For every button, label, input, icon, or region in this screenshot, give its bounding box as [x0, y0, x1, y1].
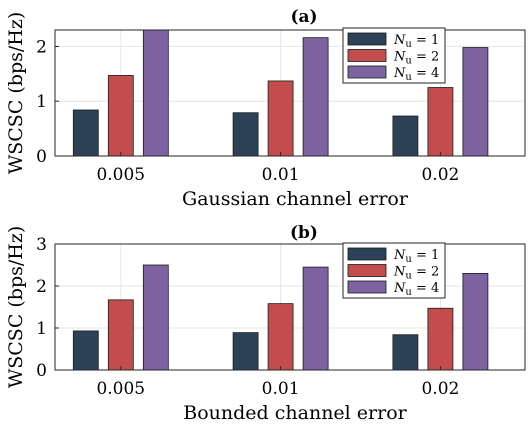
bar-0.005-series-2: [107, 299, 134, 371]
bar-0.005-series-1: [72, 109, 99, 157]
legend-swatch-series-2: [347, 264, 387, 277]
y-axis-label: WSCSC (bps/Hz): [5, 226, 27, 389]
bar-0.02-series-2: [427, 87, 454, 157]
x-tick-label: 0.005: [96, 165, 145, 185]
bar-0.005-series-3: [142, 264, 169, 371]
x-tick-label: 0.02: [421, 165, 459, 185]
x-tick-label: 0.005: [96, 379, 145, 399]
x-axis-label: Gaussian channel error: [182, 188, 409, 210]
legend-label-series-2: Nu = 2: [393, 265, 439, 282]
bar-0.01-series-1: [232, 332, 259, 371]
legend-label-series-1: Nu = 1: [393, 33, 439, 50]
bar-0.02-series-3: [462, 47, 489, 157]
x-tick-label: 0.01: [262, 379, 300, 399]
legend: Nu = 1Nu = 2Nu = 4: [342, 27, 446, 84]
y-tick-label: 2: [36, 277, 47, 297]
legend-label-series-3: Nu = 4: [393, 66, 439, 83]
legend-swatch-series-2: [347, 49, 387, 62]
y-tick-label: 0: [36, 361, 47, 381]
legend-swatch-series-3: [347, 65, 387, 79]
x-tick-label: 0.01: [262, 165, 300, 185]
chart-title: (b): [290, 223, 318, 243]
legend-label-series-2: Nu = 2: [393, 50, 439, 67]
bar-0.005-series-2: [107, 75, 134, 157]
y-tick-label: 1: [36, 92, 47, 112]
bar-0.01-series-2: [267, 303, 294, 371]
bar-0.02-series-2: [427, 307, 454, 371]
legend-swatch-series-3: [347, 280, 387, 294]
axes-frame: [54, 29, 526, 157]
x-axis-label: Bounded channel error: [183, 402, 407, 424]
legend-swatch-series-1: [347, 32, 387, 46]
x-tick-label: 0.02: [421, 379, 459, 399]
bar-0.01-series-1: [232, 112, 259, 157]
legend: Nu = 1Nu = 2Nu = 4: [342, 242, 446, 299]
y-tick-label: 1: [36, 319, 47, 339]
chart-panel-b: 0 1 2 3 0.005 0.01 0.02 (b) Bounded channel erro…: [5, 223, 526, 424]
bar-0.005-series-3: [142, 29, 169, 157]
y-tick-label: 0: [36, 147, 47, 167]
y-tick-label: 2: [36, 37, 47, 57]
axes-frame: [54, 243, 526, 371]
bar-0.02-series-3: [462, 272, 489, 371]
y-tick-label: 3: [36, 235, 47, 255]
y-axis-label: WSCSC (bps/Hz): [5, 12, 27, 175]
bar-0.01-series-3: [302, 266, 329, 371]
legend-label-series-3: Nu = 4: [393, 281, 439, 298]
chart-panel-a: 0 1 2 0.005 0.01 0.02 (a) Gaussian channel erro…: [5, 7, 526, 210]
legend-swatch-series-1: [347, 247, 387, 261]
bar-0.01-series-3: [302, 37, 329, 157]
chart-title: (a): [290, 7, 317, 27]
bar-0.02-series-1: [392, 334, 419, 371]
bar-0.01-series-2: [267, 80, 294, 157]
bar-0.005-series-1: [72, 330, 99, 371]
legend-label-series-1: Nu = 1: [393, 248, 439, 265]
bar-0.02-series-1: [392, 115, 419, 157]
